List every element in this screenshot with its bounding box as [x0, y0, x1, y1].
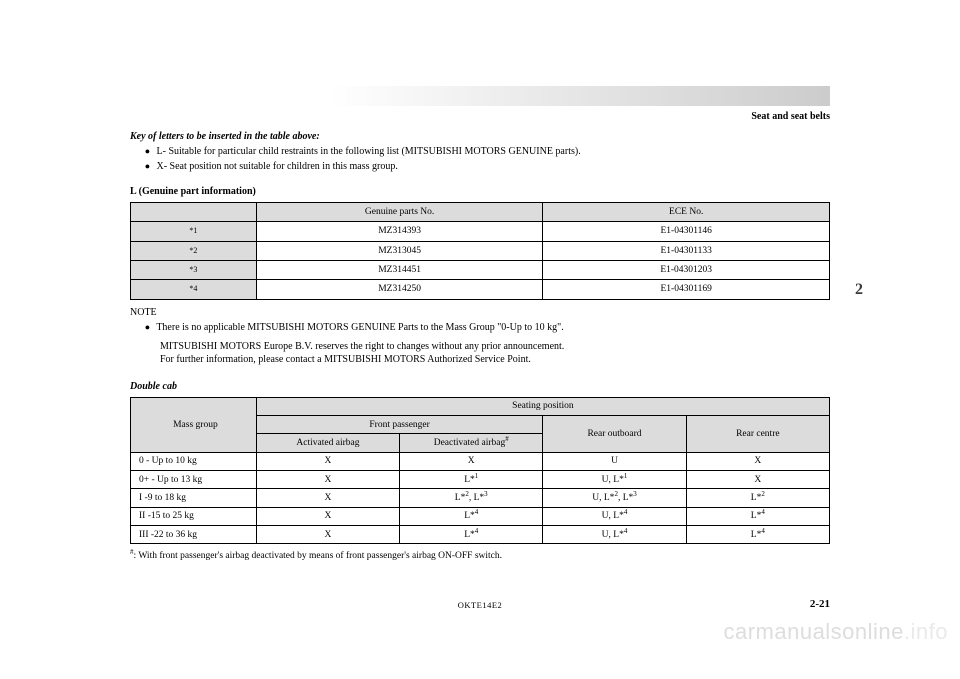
head-deactivated-text: Deactivated airbag [434, 438, 505, 448]
head-front: Front passenger [256, 416, 543, 434]
cell-parts: MZ314451 [256, 261, 543, 280]
ref-text: *3 [189, 265, 197, 274]
footer-center: OKTE14E2 [458, 600, 503, 611]
footnote-text: : With front passenger's airbag deactiva… [134, 551, 503, 561]
col-ref [131, 203, 257, 222]
table-row: *2 MZ313045 E1-04301133 [131, 241, 830, 260]
genuine-section: L (Genuine part information) Genuine par… [130, 185, 830, 300]
cell-deactivated: L*4 [400, 526, 543, 544]
cell-ref: *1 [131, 222, 257, 241]
cell-mass: II -15 to 25 kg [131, 507, 257, 525]
ref-text: *2 [189, 246, 197, 255]
table-row: *3 MZ314451 E1-04301203 [131, 261, 830, 280]
cell-mass: 0 - Up to 10 kg [131, 452, 257, 470]
table-row: 0 - Up to 10 kg X X U X [131, 452, 830, 470]
cell-activated: X [256, 526, 399, 544]
bullet-icon: ● [144, 146, 151, 158]
col-parts: Genuine parts No. [256, 203, 543, 222]
cell-rear-out: U, L*2, L*3 [543, 489, 686, 507]
head-rear-centre: Rear centre [686, 416, 829, 453]
cell-rear-out: U, L*4 [543, 526, 686, 544]
head-rear-outboard: Rear outboard [543, 416, 686, 453]
list-item: ● There is no applicable MITSUBISHI MOTO… [144, 321, 830, 334]
double-cab-section: Double cab Mass group Seating position F… [130, 380, 830, 563]
cell-rear-centre: X [686, 471, 829, 489]
cell-ece: E1-04301146 [543, 222, 830, 241]
cell-deactivated: L*4 [400, 507, 543, 525]
note-line: For further information, please contact … [160, 353, 830, 366]
cell-mass: I -9 to 18 kg [131, 489, 257, 507]
cell-rear-out: U, L*1 [543, 471, 686, 489]
cell-ece: E1-04301133 [543, 241, 830, 260]
table-row: I -9 to 18 kg X L*2, L*3 U, L*2, L*3 L*2 [131, 489, 830, 507]
genuine-table: Genuine parts No. ECE No. *1 MZ314393 E1… [130, 202, 830, 300]
key-item-text: X- Seat position not suitable for childr… [157, 161, 398, 172]
note-title: NOTE [130, 306, 830, 319]
cell-activated: X [256, 452, 399, 470]
cell-mass: III -22 to 36 kg [131, 526, 257, 544]
cell-rear-centre: L*4 [686, 507, 829, 525]
watermark-suffix: .info [904, 619, 948, 644]
cell-parts: MZ314393 [256, 222, 543, 241]
note-line: MITSUBISHI MOTORS Europe B.V. reserves t… [160, 340, 830, 353]
ref-text: *4 [189, 284, 197, 293]
cell-mass: 0+ - Up to 13 kg [131, 471, 257, 489]
table-row: *1 MZ314393 E1-04301146 [131, 222, 830, 241]
note-section: NOTE ● There is no applicable MITSUBISHI… [130, 306, 830, 366]
cell-deactivated: L*2, L*3 [400, 489, 543, 507]
cell-parts: MZ314250 [256, 280, 543, 299]
bullet-icon: ● [144, 161, 151, 173]
cell-activated: X [256, 471, 399, 489]
watermark-main: carmanualsonline [723, 619, 903, 644]
cell-ece: E1-04301203 [543, 261, 830, 280]
ref-text: *1 [189, 226, 197, 235]
list-item: ● X- Seat position not suitable for chil… [144, 160, 830, 173]
cell-deactivated: L*1 [400, 471, 543, 489]
table-row: II -15 to 25 kg X L*4 U, L*4 L*4 [131, 507, 830, 525]
note-lines: MITSUBISHI MOTORS Europe B.V. reserves t… [160, 340, 830, 366]
col-ece: ECE No. [543, 203, 830, 222]
cell-deactivated: X [400, 452, 543, 470]
double-title: Double cab [130, 380, 830, 393]
cell-rear-centre: L*4 [686, 526, 829, 544]
head-mass: Mass group [131, 397, 257, 452]
cell-activated: X [256, 489, 399, 507]
cell-parts: MZ313045 [256, 241, 543, 260]
head-activated: Activated airbag [256, 434, 399, 452]
key-title: Key of letters to be inserted in the tab… [130, 130, 830, 143]
head-seating: Seating position [256, 397, 829, 415]
deact-sup: # [505, 435, 509, 443]
key-bullets: ● L- Suitable for particular child restr… [144, 145, 830, 173]
key-section: Key of letters to be inserted in the tab… [130, 130, 830, 173]
cell-rear-out: U, L*4 [543, 507, 686, 525]
note-bullet-text: There is no applicable MITSUBISHI MOTORS… [156, 322, 563, 333]
cell-ref: *4 [131, 280, 257, 299]
table-row: *4 MZ314250 E1-04301169 [131, 280, 830, 299]
page: Seat and seat belts 2 Key of letters to … [0, 0, 960, 679]
note-bullets: ● There is no applicable MITSUBISHI MOTO… [144, 321, 830, 334]
cell-activated: X [256, 507, 399, 525]
key-item-text: L- Suitable for particular child restrai… [157, 146, 581, 157]
double-footnote: #: With front passenger's airbag deactiv… [130, 550, 830, 562]
cell-rear-out: U [543, 452, 686, 470]
side-tab-number: 2 [848, 280, 870, 301]
genuine-title: L (Genuine part information) [130, 185, 830, 198]
cell-ece: E1-04301169 [543, 280, 830, 299]
cell-ref: *3 [131, 261, 257, 280]
table-row: Genuine parts No. ECE No. [131, 203, 830, 222]
footer-right: 2-21 [810, 597, 830, 611]
double-cab-table: Mass group Seating position Front passen… [130, 397, 830, 545]
cell-rear-centre: L*2 [686, 489, 829, 507]
table-row: Mass group Seating position [131, 397, 830, 415]
cell-ref: *2 [131, 241, 257, 260]
content: Key of letters to be inserted in the tab… [130, 100, 830, 563]
table-row: III -22 to 36 kg X L*4 U, L*4 L*4 [131, 526, 830, 544]
head-deactivated: Deactivated airbag# [400, 434, 543, 452]
cell-rear-centre: X [686, 452, 829, 470]
table-row: 0+ - Up to 13 kg X L*1 U, L*1 X [131, 471, 830, 489]
bullet-icon: ● [144, 322, 151, 334]
side-tab: 2 [848, 280, 870, 301]
watermark: carmanualsonline.info [723, 618, 948, 647]
list-item: ● L- Suitable for particular child restr… [144, 145, 830, 158]
